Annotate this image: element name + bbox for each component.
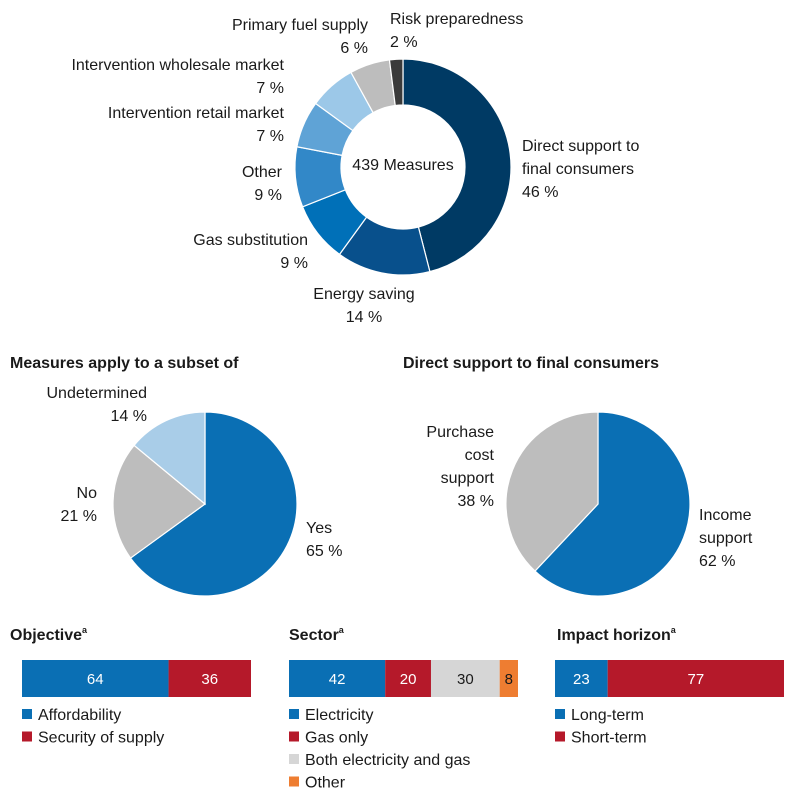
donut-label-intervention-retail-market: Intervention retail market 7 % bbox=[108, 105, 285, 145]
stacked-bars: Objectivea 64 36 Affordability Security of s… bbox=[10, 625, 784, 792]
impact-horizon-legend-long-term: Long-term bbox=[571, 707, 644, 724]
sector-bar-gas-only bbox=[385, 660, 431, 697]
sector-legend-electricity: Electricity bbox=[305, 707, 373, 724]
pie-direct-support-slice-purchase-cost-support bbox=[505, 411, 599, 572]
donut-slice-risk-preparedness bbox=[388, 58, 404, 107]
sector-legend-swatch-electricity bbox=[289, 709, 299, 719]
sector-value-both-electricity-and-gas: 30 bbox=[457, 671, 474, 688]
pie-subset-label-no: No 21 % bbox=[61, 485, 98, 525]
pie-direct-support-title: Direct support to final consumers bbox=[403, 355, 659, 372]
donut-label-energy-saving: Energy saving 14 % bbox=[313, 286, 414, 326]
donut-chart: Direct support to final consumers 46 % Ener… bbox=[71, 11, 639, 326]
donut-label-gas-substitution: Gas substitution 9 % bbox=[193, 232, 308, 272]
impact-horizon-legend-swatch-long-term bbox=[555, 709, 565, 719]
objective-title: Objectivea bbox=[10, 625, 88, 644]
impact-horizon-legend-swatch-short-term bbox=[555, 731, 565, 742]
sector-legend-swatch-both-electricity-and-gas bbox=[289, 754, 299, 764]
objective-bar-affordability bbox=[22, 660, 169, 697]
pie-subset-slice-yes bbox=[129, 411, 298, 597]
objective-legend-swatch-security-of-supply bbox=[22, 731, 32, 742]
donut-label-direct-support-to-final-consumers: Direct support to final consumers 46 % bbox=[522, 138, 639, 201]
sector-bar-other bbox=[499, 660, 518, 697]
donut-label-other: Other 9 % bbox=[242, 164, 283, 204]
sector-value-electricity: 42 bbox=[329, 671, 346, 688]
pie-subset-slice-no bbox=[112, 444, 206, 559]
donut-center-label: 439 Measures bbox=[352, 157, 453, 174]
sector-legend-swatch-gas-only bbox=[289, 731, 299, 742]
sector-legend-swatch-other bbox=[289, 776, 299, 787]
sector-legend-gas-only: Gas only bbox=[305, 730, 368, 747]
donut-slice-direct-support-to-final-consumers bbox=[402, 58, 512, 273]
pie-direct-support-label-purchase-cost-support: Purchase cost support 38 % bbox=[426, 424, 494, 510]
objective-value-affordability: 64 bbox=[87, 671, 104, 688]
donut-label-intervention-wholesale-market: Intervention wholesale market 7 % bbox=[71, 57, 284, 97]
pie-subset-slice-undetermined bbox=[133, 411, 206, 506]
pie-subset-title: Measures apply to a subset of bbox=[10, 355, 239, 372]
objective-legend-affordability: Affordability bbox=[38, 707, 121, 724]
pie-direct-support-label-income-support: Income support 62 % bbox=[699, 507, 753, 570]
objective-value-security-of-supply: 36 bbox=[201, 671, 218, 688]
impact-horizon-bar-long-term bbox=[555, 660, 608, 697]
donut-label-primary-fuel-supply: Primary fuel supply 6 % bbox=[232, 17, 368, 57]
pie-direct-support-chart: Income support 62 % Purchase cost support 38 % bbox=[426, 411, 753, 597]
impact-horizon-value-short-term: 77 bbox=[687, 671, 704, 688]
pie-direct-support-slice-income-support bbox=[534, 411, 691, 597]
objective-bar-security-of-supply bbox=[168, 660, 251, 697]
sector-bar-electricity bbox=[289, 660, 386, 697]
sector-legend-both-electricity-and-gas: Both electricity and gas bbox=[305, 752, 470, 769]
impact-horizon-value-long-term: 23 bbox=[573, 671, 590, 688]
sector-title: Sectora bbox=[289, 625, 345, 644]
pie-subset-label-yes: Yes 65 % bbox=[306, 520, 342, 560]
sector-value-other: 8 bbox=[505, 671, 513, 688]
sector-bar-both-electricity-and-gas bbox=[430, 660, 500, 697]
pie-subset-chart: Yes 65 % No 21 % Undetermined 14 % bbox=[47, 385, 342, 597]
impact-horizon-legend-short-term: Short-term bbox=[571, 730, 647, 747]
objective-legend-swatch-affordability bbox=[22, 709, 32, 719]
sector-value-gas-only: 20 bbox=[400, 671, 417, 688]
sector-legend-other: Other bbox=[305, 775, 346, 792]
donut-label-risk-preparedness: Risk preparedness 2 % bbox=[390, 11, 523, 51]
impact-horizon-title: Impact horizona bbox=[557, 625, 677, 644]
pie-subset-label-undetermined: Undetermined 14 % bbox=[47, 385, 148, 425]
objective-legend-security-of-supply: Security of supply bbox=[38, 730, 164, 747]
impact-horizon-bar-short-term bbox=[607, 660, 784, 697]
